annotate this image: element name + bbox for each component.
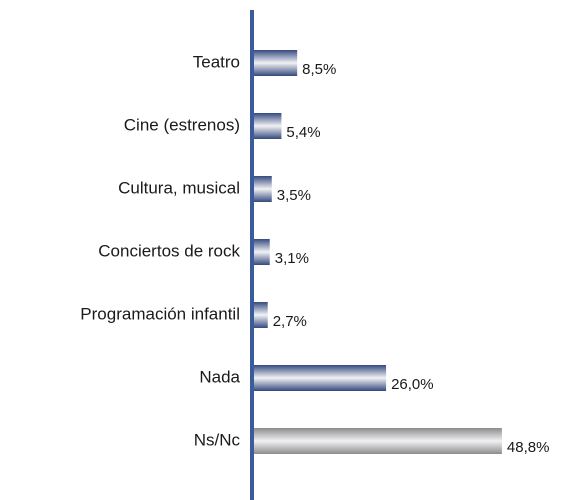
bar — [254, 302, 268, 328]
category-label: Nada — [199, 367, 240, 386]
value-label: 26,0% — [391, 376, 434, 393]
bar — [254, 113, 282, 139]
bar — [254, 239, 270, 265]
category-label: Teatro — [193, 52, 240, 71]
category-label: Cultura, musical — [118, 178, 240, 197]
value-label: 8,5% — [302, 61, 336, 78]
bar — [254, 176, 272, 202]
value-label: 48,8% — [507, 439, 550, 456]
bar — [254, 365, 387, 391]
category-label: Programación infantil — [80, 304, 240, 323]
value-label: 3,5% — [277, 187, 311, 204]
category-label: Ns/Nc — [194, 430, 241, 449]
value-label: 2,7% — [273, 313, 307, 330]
bar — [254, 428, 502, 454]
value-label: 3,1% — [275, 250, 309, 267]
category-label: Conciertos de rock — [98, 241, 240, 260]
category-label: Cine (estrenos) — [124, 115, 240, 134]
value-label: 5,4% — [286, 124, 320, 141]
bar — [254, 50, 298, 76]
